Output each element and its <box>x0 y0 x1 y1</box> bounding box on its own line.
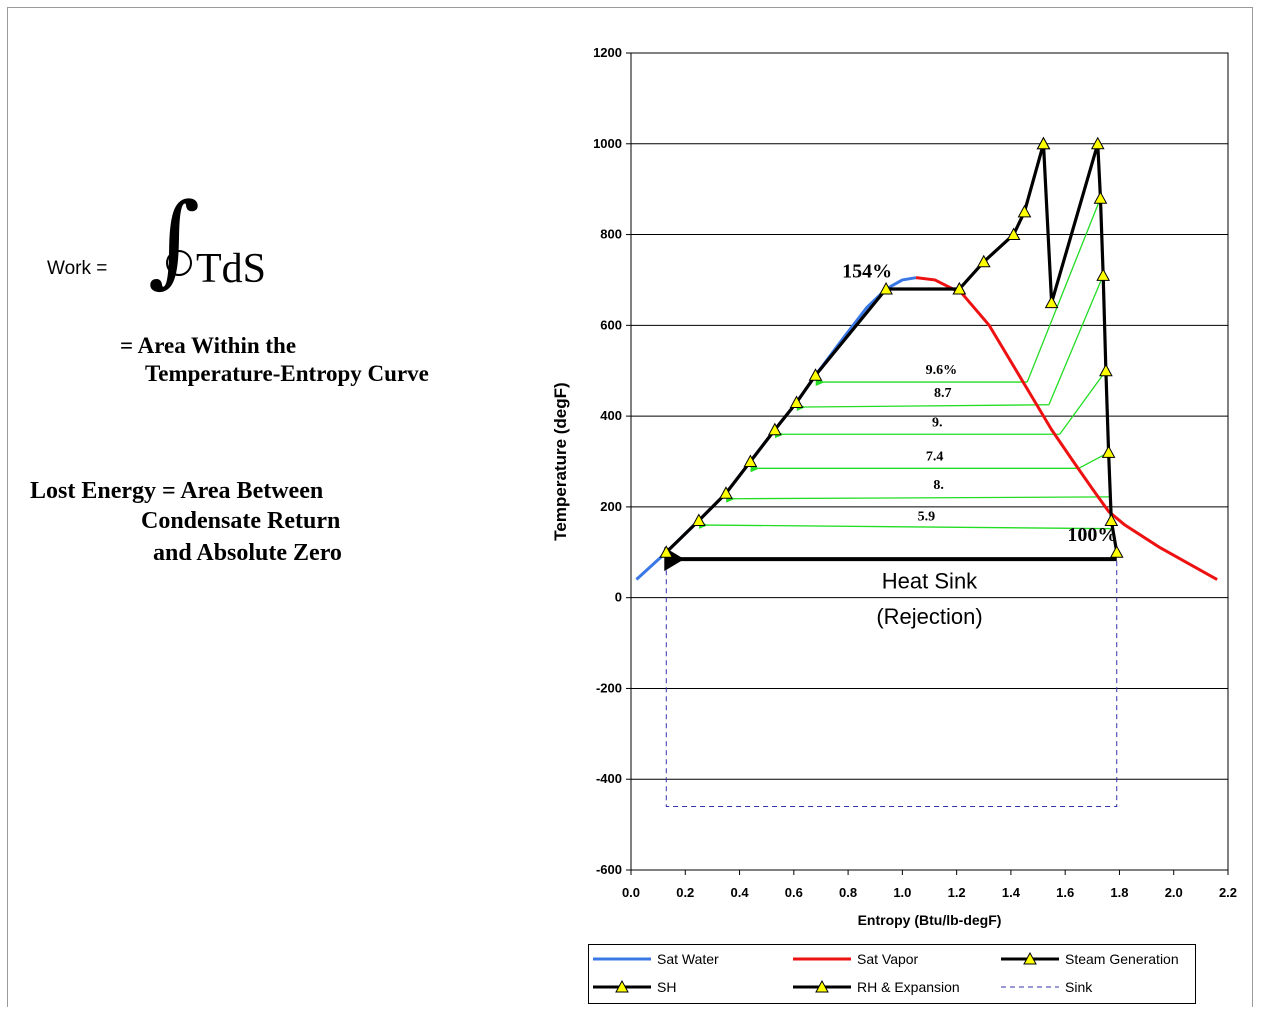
x-tick-label: 1.6 <box>1056 885 1074 900</box>
tds-term: TdS <box>196 246 267 292</box>
data-point-marker <box>789 395 804 408</box>
y-tick-label: 200 <box>600 499 622 514</box>
data-point-marker <box>808 368 823 381</box>
x-tick-label: 1.2 <box>948 885 966 900</box>
x-tick-label: 2.2 <box>1219 885 1237 900</box>
data-point-marker <box>1101 445 1116 458</box>
legend-swatch <box>1001 986 1059 988</box>
legend-swatch <box>793 979 851 993</box>
regen-label: 9.6% <box>926 363 958 378</box>
legend-item: SH <box>591 977 676 997</box>
legend-item: Sat Water <box>591 949 719 969</box>
y-tick-label: 800 <box>600 227 622 242</box>
legend-label: Sat Water <box>657 951 719 967</box>
legend-swatch <box>793 957 851 961</box>
legend-swatch <box>1001 951 1059 965</box>
plot-area <box>630 52 1229 871</box>
regen-extraction-line <box>1026 198 1102 383</box>
y-tick-label: 1000 <box>593 136 622 151</box>
regen-extraction-line <box>1059 370 1107 435</box>
legend-item: RH & Expansion <box>791 977 960 997</box>
x-tick-label: 0.6 <box>785 885 803 900</box>
data-point-marker <box>1104 513 1119 527</box>
x-tick-label: 0.4 <box>731 885 750 900</box>
regen-heater-arrow <box>796 403 1049 412</box>
regen-heater-arrow <box>726 494 1112 503</box>
y-tick-label: -200 <box>596 680 622 695</box>
data-point-marker <box>879 281 893 295</box>
legend-label: SH <box>657 979 677 995</box>
y-tick-label: 1200 <box>593 45 622 60</box>
data-point-marker <box>1093 191 1108 204</box>
legend-swatch <box>593 957 651 961</box>
y-tick-label: 400 <box>600 408 622 423</box>
data-point-marker <box>976 254 991 268</box>
x-tick-label: 1.0 <box>893 885 911 900</box>
data-point-marker <box>1109 545 1124 558</box>
chart-annotation: Heat Sink <box>882 569 978 594</box>
lost-energy-line2: Condensate Return <box>141 508 341 534</box>
data-point-marker <box>719 486 733 499</box>
ts-chart: -600 -400 -200 0 200 400 600 800 1000 1200 0.0 0.2 0… <box>551 45 1237 928</box>
regen-label: 8.7 <box>934 386 952 401</box>
legend-label: Steam Generation <box>1065 951 1179 967</box>
data-point-marker <box>1006 227 1021 241</box>
series-sink <box>665 552 1118 807</box>
data-point-marker <box>691 513 706 527</box>
y-tick-label: -400 <box>596 771 622 786</box>
y-tick-label: 600 <box>600 317 622 332</box>
legend-label: RH & Expansion <box>857 979 960 995</box>
data-point-marker <box>1017 204 1032 218</box>
area-text-line2: Temperature-Entropy Curve <box>145 361 429 386</box>
x-tick-label: 1.8 <box>1110 885 1128 900</box>
y-tick-label: -600 <box>596 862 622 877</box>
data-point-marker <box>952 281 967 295</box>
data-point-marker <box>1090 136 1105 150</box>
data-point-marker <box>1044 295 1059 309</box>
data-point-marker <box>1036 136 1051 150</box>
legend-label: Sat Vapor <box>857 951 919 967</box>
chart-annotation: (Rejection) <box>876 604 982 629</box>
closed-loop-symbol <box>166 250 192 276</box>
data-point-marker <box>767 422 782 436</box>
legend-item: Sink <box>999 977 1092 997</box>
y-axis-label: Temperature (degF) <box>551 382 570 540</box>
data-point-marker <box>1099 363 1113 377</box>
data-point-marker <box>659 545 674 558</box>
data-point-marker <box>743 454 758 467</box>
x-axis-label: Entropy (Btu/lb-degF) <box>858 912 1002 928</box>
legend-label: Sink <box>1065 979 1093 995</box>
data-point-marker <box>1096 268 1111 281</box>
work-label: Work = <box>47 258 108 279</box>
chart-annotation: 154% <box>842 261 892 283</box>
regen-extraction-line <box>1048 275 1104 406</box>
chart-annotation: 100% <box>1067 524 1117 546</box>
regen-label: 7.4 <box>926 449 944 464</box>
area-text-line1: = Area Within the <box>120 333 297 358</box>
chart-legend: Sat Water Sat Vapor Steam Generation SH RH &… <box>588 944 1196 1004</box>
page-frame <box>7 7 1253 1007</box>
regen-label: 8. <box>933 478 944 493</box>
x-tick-label: 1.4 <box>1002 885 1021 900</box>
legend-swatch <box>593 979 651 993</box>
legend-item: Sat Vapor <box>791 949 918 969</box>
regen-label: 9. <box>932 415 943 430</box>
x-tick-label: 2.0 <box>1165 885 1183 900</box>
regen-label: 5.9 <box>918 510 936 525</box>
regen-heater-arrow <box>699 521 1115 530</box>
x-tick-label: 0.2 <box>676 885 694 900</box>
legend-item: Steam Generation <box>999 949 1179 969</box>
x-tick-label: 0.8 <box>839 885 857 900</box>
y-tick-label: 0 <box>615 590 622 605</box>
lost-energy-line1: Lost Energy = Area Between <box>30 478 324 504</box>
lost-energy-line3: and Absolute Zero <box>153 540 342 566</box>
x-tick-label: 0.0 <box>622 885 640 900</box>
